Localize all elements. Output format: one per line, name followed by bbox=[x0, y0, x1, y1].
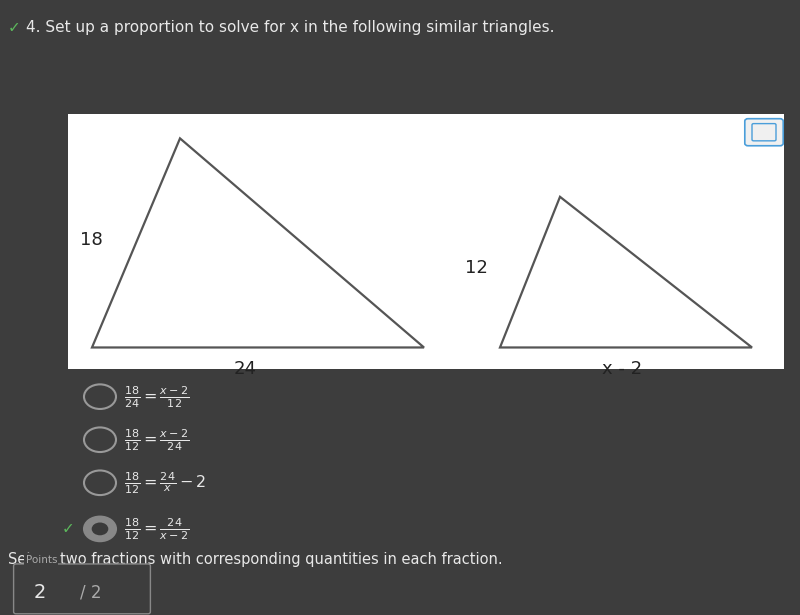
Text: $\frac{18}{12} = \frac{24}{x-2}$: $\frac{18}{12} = \frac{24}{x-2}$ bbox=[124, 516, 190, 542]
Text: 2: 2 bbox=[34, 583, 46, 602]
Text: $\frac{18}{12} = \frac{x-2}{24}$: $\frac{18}{12} = \frac{x-2}{24}$ bbox=[124, 427, 190, 453]
Text: ✓: ✓ bbox=[62, 522, 74, 536]
Text: $\frac{18}{24} = \frac{x-2}{12}$: $\frac{18}{24} = \frac{x-2}{12}$ bbox=[124, 384, 190, 410]
Bar bbox=[68, 114, 784, 369]
Text: 24: 24 bbox=[234, 360, 257, 378]
FancyBboxPatch shape bbox=[745, 119, 783, 146]
Text: x - 2: x - 2 bbox=[602, 360, 642, 378]
Text: ✓: ✓ bbox=[8, 20, 21, 35]
Text: 18: 18 bbox=[80, 231, 102, 249]
Text: / 2: / 2 bbox=[80, 584, 102, 601]
Circle shape bbox=[92, 523, 108, 535]
Text: 4. Set up a proportion to solve for x in the following similar triangles.: 4. Set up a proportion to solve for x in… bbox=[26, 20, 555, 35]
Text: 12: 12 bbox=[465, 258, 488, 277]
FancyBboxPatch shape bbox=[14, 564, 150, 614]
Text: Set up two fractions with corresponding quantities in each fraction.: Set up two fractions with corresponding … bbox=[8, 552, 502, 567]
Text: Points: Points bbox=[26, 555, 57, 565]
Circle shape bbox=[84, 517, 116, 541]
Text: $\frac{18}{12} = \frac{24}{x} - 2$: $\frac{18}{12} = \frac{24}{x} - 2$ bbox=[124, 470, 206, 496]
